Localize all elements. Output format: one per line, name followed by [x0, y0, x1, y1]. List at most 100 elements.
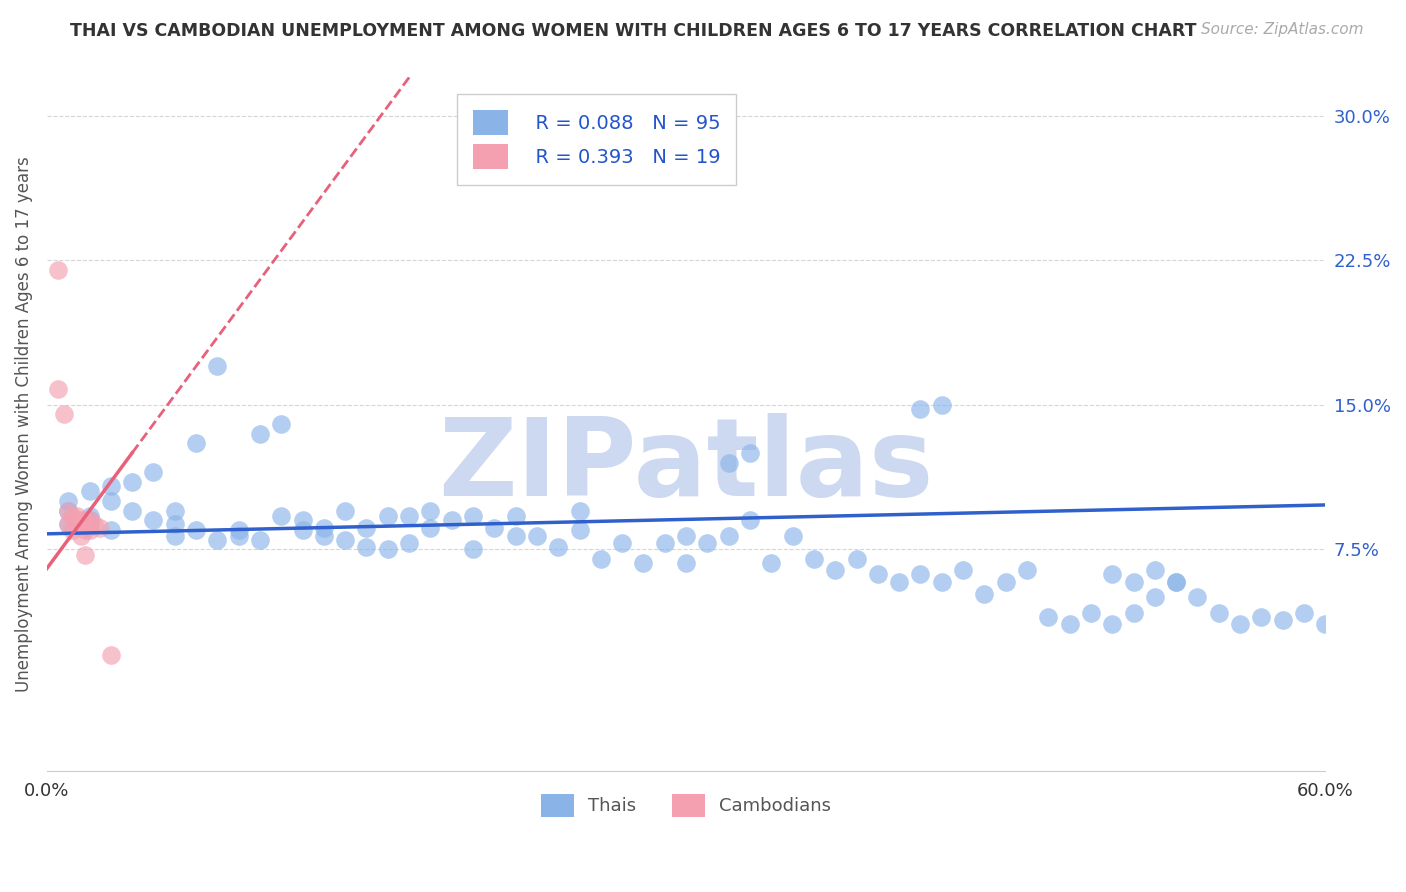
Point	[46, 263, 69, 277]
Point	[70, 529, 93, 543]
Point	[75, 548, 97, 562]
Point	[675, 556, 697, 570]
Point	[1122, 574, 1144, 589]
Point	[1250, 609, 1272, 624]
Point	[335, 533, 357, 547]
Point	[66, 509, 89, 524]
Point	[184, 436, 207, 450]
Point	[910, 401, 932, 416]
Point	[58, 517, 80, 532]
Point	[1143, 591, 1166, 605]
Point	[79, 523, 101, 537]
Point	[356, 541, 378, 555]
Point	[675, 529, 697, 543]
Point	[398, 536, 420, 550]
Point	[1271, 614, 1294, 628]
Text: Source: ZipAtlas.com: Source: ZipAtlas.com	[1201, 22, 1364, 37]
Point	[83, 517, 105, 532]
Point	[1187, 591, 1209, 605]
Point	[505, 509, 527, 524]
Point	[58, 517, 80, 532]
Point	[589, 552, 612, 566]
Point	[89, 521, 111, 535]
Point	[1208, 606, 1230, 620]
Point	[79, 509, 101, 524]
Point	[973, 586, 995, 600]
Point	[184, 523, 207, 537]
Point	[484, 521, 506, 535]
Point	[163, 504, 186, 518]
Point	[70, 513, 93, 527]
Point	[931, 574, 953, 589]
Point	[1038, 609, 1060, 624]
Point	[633, 556, 655, 570]
Point	[100, 478, 122, 492]
Point	[58, 504, 80, 518]
Point	[419, 504, 441, 518]
Point	[1315, 617, 1337, 632]
Point	[79, 484, 101, 499]
Point	[419, 521, 441, 535]
Point	[1229, 617, 1251, 632]
Point	[66, 517, 89, 532]
Point	[994, 574, 1017, 589]
Point	[270, 417, 292, 431]
Point	[1166, 574, 1188, 589]
Point	[377, 509, 399, 524]
Point	[62, 523, 84, 537]
Point	[377, 542, 399, 557]
Point	[121, 475, 143, 489]
Point	[58, 504, 80, 518]
Point	[79, 513, 101, 527]
Point	[79, 513, 101, 527]
Point	[1059, 617, 1081, 632]
Point	[824, 563, 846, 577]
Point	[100, 648, 122, 662]
Point	[717, 529, 740, 543]
Point	[75, 523, 97, 537]
Y-axis label: Unemployment Among Women with Children Ages 6 to 17 years: Unemployment Among Women with Children A…	[15, 156, 32, 692]
Point	[52, 408, 75, 422]
Point	[440, 513, 463, 527]
Text: ZIPatlas: ZIPatlas	[439, 413, 934, 518]
Point	[163, 517, 186, 532]
Point	[46, 383, 69, 397]
Point	[505, 529, 527, 543]
Point	[100, 523, 122, 537]
Point	[1143, 563, 1166, 577]
Point	[568, 504, 591, 518]
Point	[249, 426, 271, 441]
Point	[1292, 606, 1315, 620]
Legend: Thais, Cambodians: Thais, Cambodians	[534, 787, 838, 824]
Point	[291, 523, 314, 537]
Point	[335, 504, 357, 518]
Point	[696, 536, 718, 550]
Point	[398, 509, 420, 524]
Point	[142, 513, 165, 527]
Point	[803, 552, 825, 566]
Point	[547, 541, 569, 555]
Point	[1122, 606, 1144, 620]
Point	[249, 533, 271, 547]
Point	[461, 542, 484, 557]
Point	[761, 556, 783, 570]
Point	[1101, 567, 1123, 582]
Point	[291, 513, 314, 527]
Point	[1101, 617, 1123, 632]
Point	[207, 533, 229, 547]
Point	[1166, 574, 1188, 589]
Point	[931, 398, 953, 412]
Point	[312, 529, 335, 543]
Point	[163, 529, 186, 543]
Point	[312, 521, 335, 535]
Point	[207, 359, 229, 374]
Point	[79, 517, 101, 532]
Point	[121, 504, 143, 518]
Point	[654, 536, 676, 550]
Point	[228, 523, 250, 537]
Point	[568, 523, 591, 537]
Point	[228, 529, 250, 543]
Point	[62, 509, 84, 524]
Point	[738, 446, 761, 460]
Point	[717, 456, 740, 470]
